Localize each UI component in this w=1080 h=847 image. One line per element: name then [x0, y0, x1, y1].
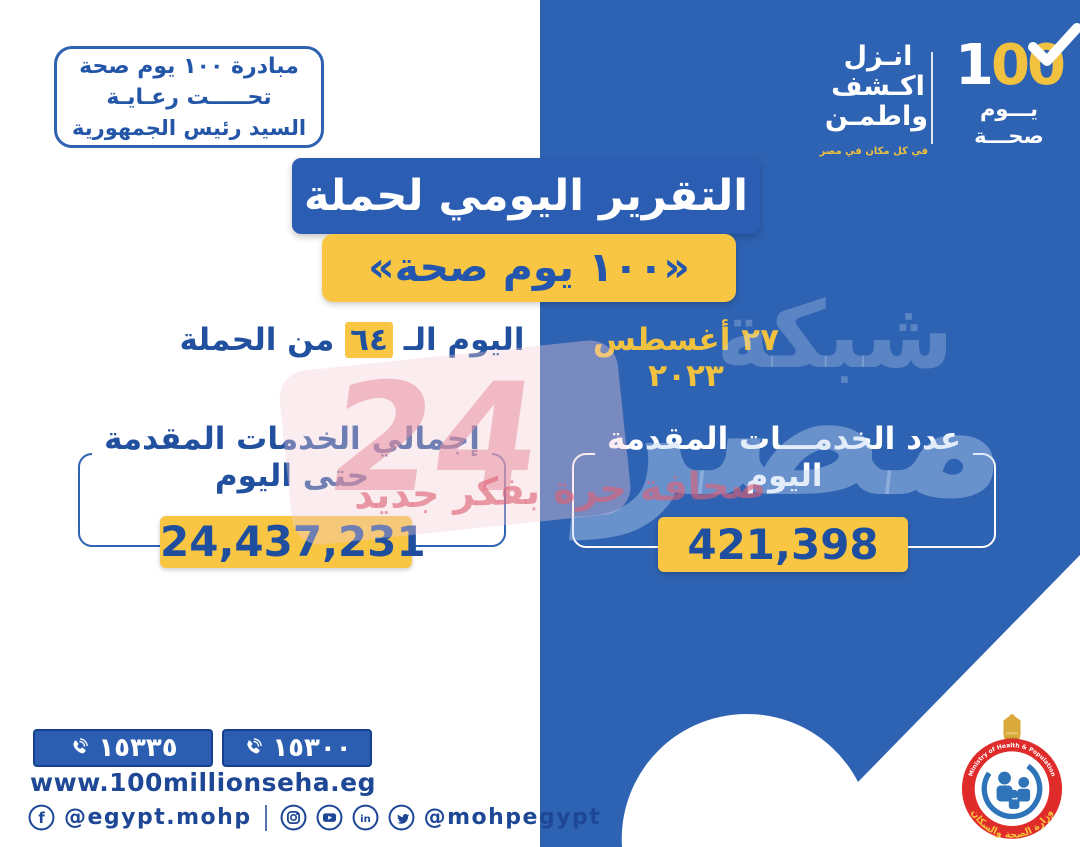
phone-icon	[247, 738, 263, 754]
slogan-line3: واطمـن	[824, 101, 928, 132]
linkedin-icon[interactable]: in	[352, 804, 379, 831]
ministry-logo-graphic: Ministry of Health & Population وزارة ال…	[961, 714, 1063, 841]
svg-text:f: f	[38, 810, 45, 827]
facebook-handle[interactable]: @egypt.mohp	[64, 805, 252, 830]
hotline-number-2: ١٥٣٠٠	[272, 733, 352, 763]
today-heading-line2: اليوم	[733, 458, 835, 495]
logo-word-day: يـــوم	[980, 97, 1038, 121]
today-heading-line1: عدد الخدمـــات المقدمة	[594, 421, 974, 458]
total-heading-line2: حتى اليوم	[202, 458, 382, 495]
badge-line3: السيد رئيس الجمهورية	[71, 115, 307, 140]
badge-line1: مبادرة ١٠٠ يوم صحة	[79, 53, 299, 79]
phone-icon	[73, 738, 89, 754]
total-heading-line1: إجمالي الخدمات المقدمة	[92, 421, 492, 458]
hotline-button-15335[interactable]: ١٥٣٣٥	[33, 729, 213, 767]
facebook-icon[interactable]: f	[28, 804, 55, 831]
slogan-line2: اكـشف	[831, 71, 925, 102]
logo-divider-line	[931, 52, 933, 144]
instagram-icon[interactable]	[280, 804, 307, 831]
twitter-handle[interactable]: @mohpegypt	[423, 805, 602, 830]
report-date: ٢٧ أغسطس ٢٠٢٣	[592, 322, 779, 394]
logo-word-health: صحـــة	[974, 124, 1044, 148]
twitter-icon[interactable]	[388, 804, 415, 831]
day-number-highlight: ٦٤	[345, 322, 393, 358]
social-divider	[264, 804, 267, 831]
badge-line2: تحـــــت رعـايـة	[106, 84, 272, 110]
website-url[interactable]: www.100millionseha.eg	[30, 768, 377, 797]
campaign-slogan: انـزل اكـشف واطمـن في كل مكان في مصر	[819, 41, 928, 167]
campaign-100-logo: 100 يـــوم صحـــة	[942, 23, 1080, 150]
total-services-heading: إجمالي الخدمات المقدمة حتى اليوم	[78, 421, 506, 495]
hotline-number-1: ١٥٣٣٥	[98, 733, 178, 763]
logo-digit-0a: 0	[991, 33, 1030, 98]
checkmark-icon	[1028, 23, 1080, 66]
family-icon	[981, 758, 1043, 820]
today-services-heading: عدد الخدمـــات المقدمة اليوم	[572, 421, 996, 495]
campaign-day-line: اليوم الـ ٦٤ من الحملة	[178, 322, 526, 358]
campaign-name-title: «١٠٠ يوم صحة»	[322, 234, 736, 302]
logo-digit-1: 1	[955, 33, 994, 98]
ministry-of-health-logo: Ministry of Health & Population وزارة ال…	[952, 712, 1072, 842]
day-prefix: اليوم الـ	[403, 322, 525, 358]
slogan-tagline: في كل مكان في مصر	[819, 146, 928, 157]
today-services-value: 421,398	[658, 517, 908, 572]
youtube-icon[interactable]	[316, 804, 343, 831]
total-services-value: 24,437,231	[160, 516, 426, 568]
logo-100-number: 100	[942, 23, 1080, 98]
svg-text:in: in	[360, 814, 371, 825]
report-title: التقرير اليومي لحملة	[292, 158, 760, 234]
social-media-row: f @egypt.mohp in @mohpegypt	[28, 804, 601, 831]
hotline-button-15300[interactable]: ١٥٣٠٠	[222, 729, 372, 767]
slogan-line1: انـزل	[843, 41, 913, 72]
patronage-badge: مبادرة ١٠٠ يوم صحة تحـــــت رعـايـة السي…	[54, 46, 324, 148]
day-suffix: من الحملة	[179, 322, 335, 358]
